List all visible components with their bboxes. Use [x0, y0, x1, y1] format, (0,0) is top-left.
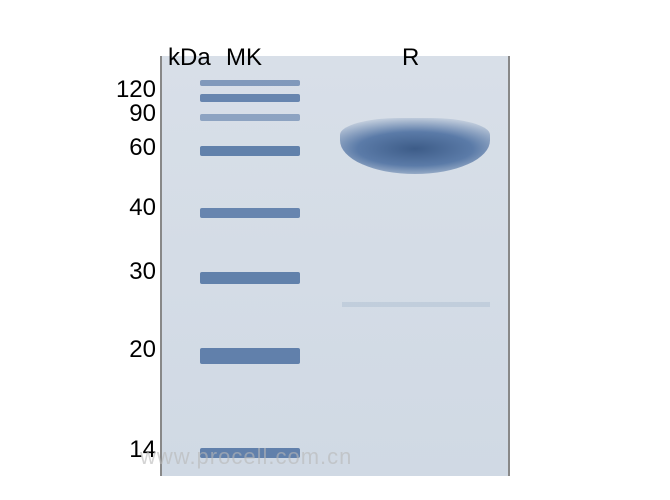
mw-label-90: 90	[106, 100, 156, 128]
mw-label-40: 40	[106, 194, 156, 222]
sample-faint-band	[342, 302, 490, 307]
marker-band	[200, 94, 300, 102]
marker-band	[200, 208, 300, 218]
mw-label-60: 60	[106, 134, 156, 162]
mw-label-20: 20	[106, 336, 156, 364]
marker-band	[200, 114, 300, 121]
marker-band	[200, 80, 300, 86]
kda-header: kDa	[168, 44, 211, 72]
marker-band	[200, 272, 300, 284]
marker-lane-header: MK	[226, 44, 262, 72]
watermark-text: www.procell.com.cn	[140, 444, 352, 470]
marker-band	[200, 146, 300, 156]
marker-band	[200, 348, 300, 364]
mw-label-30: 30	[106, 258, 156, 286]
sample-lane-header: R	[402, 44, 419, 72]
